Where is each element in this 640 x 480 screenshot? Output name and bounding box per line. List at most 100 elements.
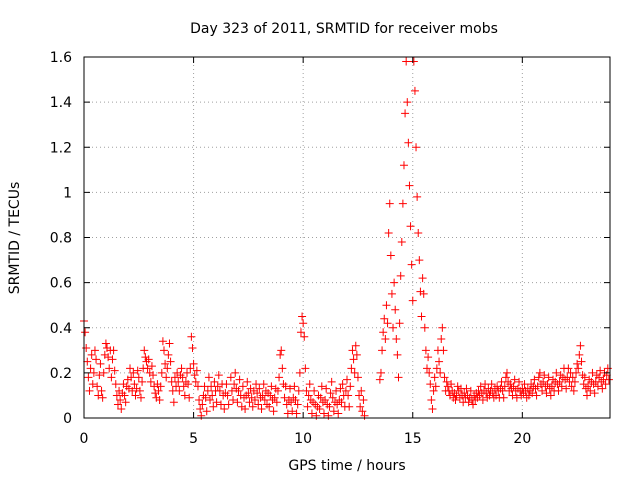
data-point — [186, 364, 195, 373]
data-point — [260, 395, 269, 404]
data-point — [447, 380, 456, 389]
data-point — [469, 400, 478, 409]
data-point — [183, 368, 192, 377]
data-point — [293, 400, 302, 409]
data-point — [120, 391, 129, 400]
data-point — [428, 404, 437, 413]
data-point — [391, 305, 400, 314]
data-point — [425, 368, 434, 377]
data-point — [535, 368, 544, 377]
data-point — [579, 380, 588, 389]
data-point — [466, 386, 475, 395]
data-point — [144, 355, 153, 364]
data-point — [252, 380, 261, 389]
data-point — [476, 382, 485, 391]
data-point — [291, 395, 300, 404]
data-point — [570, 377, 579, 386]
data-point — [410, 86, 419, 95]
data-point — [279, 380, 288, 389]
data-point — [96, 359, 105, 368]
data-point — [439, 346, 448, 355]
data-point — [303, 402, 312, 411]
data-point — [384, 228, 393, 237]
data-point — [567, 382, 576, 391]
data-point — [412, 143, 421, 152]
data-point — [568, 373, 577, 382]
data-point — [162, 373, 171, 382]
data-point — [431, 382, 440, 391]
data-point — [395, 319, 404, 328]
data-point — [304, 391, 313, 400]
data-point — [429, 386, 438, 395]
data-point — [164, 350, 173, 359]
data-point — [226, 373, 235, 382]
data-point — [432, 364, 441, 373]
data-point — [422, 364, 431, 373]
data-point — [282, 400, 291, 409]
data-point — [300, 332, 309, 341]
data-point — [576, 341, 585, 350]
data-point — [87, 350, 96, 359]
data-point — [188, 344, 197, 353]
y-axis-label: SRMTID / TECUs — [7, 182, 23, 295]
data-point — [154, 386, 163, 395]
data-point — [350, 368, 359, 377]
y-tick-label: 1.4 — [50, 95, 72, 111]
data-point — [184, 380, 193, 389]
data-point — [94, 391, 103, 400]
data-point — [143, 364, 152, 373]
data-point — [351, 341, 360, 350]
data-point — [166, 357, 175, 366]
x-tick-label: 10 — [294, 431, 312, 447]
data-point — [346, 382, 355, 391]
data-point — [192, 366, 201, 375]
data-point — [317, 382, 326, 391]
data-point — [157, 368, 166, 377]
data-point — [127, 373, 136, 382]
data-point — [419, 289, 428, 298]
data-point — [316, 393, 325, 402]
data-point — [295, 368, 304, 377]
data-point — [179, 382, 188, 391]
data-point — [313, 402, 322, 411]
data-point — [442, 377, 451, 386]
data-point — [305, 380, 314, 389]
data-point — [212, 398, 221, 407]
data-point — [402, 57, 411, 66]
y-tick-label: 1.6 — [50, 50, 72, 66]
data-point — [311, 400, 320, 409]
data-point — [390, 278, 399, 287]
data-point — [328, 393, 337, 402]
data-point — [401, 109, 410, 118]
data-point — [255, 384, 264, 393]
data-point — [156, 382, 165, 391]
data-point — [417, 312, 426, 321]
data-point — [209, 402, 218, 411]
data-point — [547, 382, 556, 391]
data-point — [375, 375, 384, 384]
y-tick-label: 0.8 — [50, 231, 72, 247]
data-point — [286, 384, 295, 393]
data-point — [426, 380, 435, 389]
data-point — [534, 373, 543, 382]
data-point — [195, 395, 204, 404]
data-point — [397, 238, 406, 247]
data-point — [245, 398, 254, 407]
x-axis-label: GPS time / hours — [288, 458, 405, 474]
data-point — [224, 400, 233, 409]
data-point — [248, 402, 257, 411]
data-point — [593, 382, 602, 391]
data-point — [357, 386, 366, 395]
data-point — [213, 382, 222, 391]
data-point — [598, 384, 607, 393]
data-point — [196, 404, 205, 413]
data-point — [280, 393, 289, 402]
data-point — [515, 377, 524, 386]
data-point — [241, 404, 250, 413]
data-point — [214, 371, 223, 380]
data-point — [191, 377, 200, 386]
data-point — [301, 364, 310, 373]
data-point — [387, 289, 396, 298]
data-point — [430, 373, 439, 382]
data-point — [223, 391, 232, 400]
